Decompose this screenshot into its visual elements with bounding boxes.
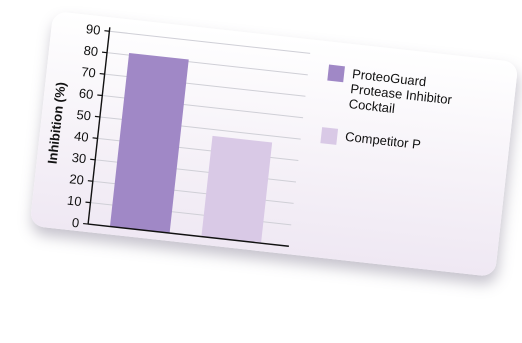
- y-tick-mark: [92, 137, 98, 139]
- y-tick-label: 0: [71, 215, 80, 231]
- y-axis-line: [87, 27, 111, 225]
- y-tick-mark: [101, 51, 108, 54]
- y-tick-mark: [94, 115, 100, 118]
- legend-label: Cocktail: [348, 96, 396, 116]
- legend-swatch: [320, 127, 339, 145]
- legend-label: Competitor P: [344, 129, 421, 152]
- y-tick-mark: [97, 94, 103, 97]
- y-tick-mark: [90, 158, 96, 161]
- bar-competitor-p: [201, 135, 273, 244]
- y-tick-mark: [85, 201, 91, 204]
- y-tick-label: 60: [78, 86, 94, 102]
- y-tick-label: 80: [83, 43, 99, 59]
- y-tick-label: 40: [73, 128, 89, 144]
- gridline: [109, 30, 311, 54]
- y-tick-label: 30: [71, 150, 87, 166]
- bar-proteoguard: [109, 52, 189, 234]
- y-tick-label: 70: [80, 64, 96, 80]
- x-axis-line: [88, 223, 289, 247]
- legend-swatch: [327, 64, 345, 83]
- y-tick-label: 50: [76, 107, 92, 123]
- chart-card: 0 10 20 30 40 50 60 70 80 90 Inhibition (%) Prote…: [29, 10, 519, 278]
- bars: [109, 52, 273, 244]
- y-tick-mark: [87, 180, 93, 182]
- axes: [87, 27, 289, 247]
- y-tick-mark: [99, 72, 105, 75]
- y-axis-title: Inhibition (%): [45, 81, 69, 164]
- y-tick-mark: [104, 30, 110, 32]
- y-tick-label: 10: [66, 193, 82, 209]
- bar-chart: 0 10 20 30 40 50 60 70 80 90 Inhibition (%) Prote…: [45, 21, 453, 247]
- y-tick-label: 20: [69, 171, 85, 187]
- y-tick-labels: 0 10 20 30 40 50 60 70 80 90: [66, 21, 110, 231]
- y-tick-mark: [83, 222, 89, 225]
- y-tick-label: 90: [85, 21, 101, 37]
